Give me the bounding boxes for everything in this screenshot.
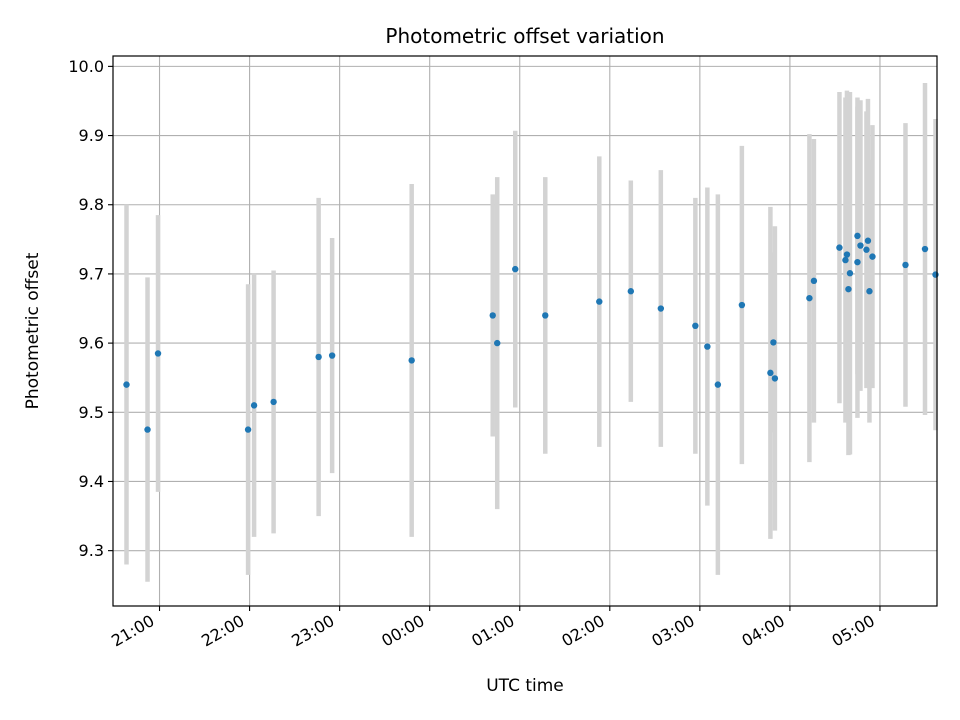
data-point: [244, 426, 252, 433]
y-axis: 9.3 9.4 9.5 9.6 9.7 9.8 9.9 10.0: [68, 57, 113, 560]
data-point: [408, 357, 415, 364]
data-point: [328, 352, 336, 359]
data-point: [771, 375, 779, 382]
data-point: [154, 350, 162, 357]
y-tick-label: 9.9: [79, 126, 104, 145]
data-point: [810, 277, 818, 285]
data-point: [863, 246, 870, 253]
data-point: [846, 270, 854, 277]
data-point: [767, 369, 774, 377]
data-point: [842, 256, 849, 264]
data-point: [806, 294, 813, 302]
data-point: [270, 398, 277, 406]
data-points: [123, 232, 939, 433]
data-point: [714, 381, 722, 388]
data-point: [857, 242, 864, 249]
data-point: [921, 245, 929, 253]
data-point: [489, 312, 496, 319]
data-point: [770, 339, 777, 346]
data-point: [845, 285, 852, 293]
x-axis-label: UTC time: [486, 676, 564, 696]
data-point: [494, 339, 501, 347]
plot-frame: [112, 55, 938, 607]
data-point: [250, 402, 258, 409]
data-point: [315, 353, 322, 361]
y-axis-label: Photometric offset: [23, 252, 43, 409]
data-point: [123, 381, 130, 388]
data-point: [144, 426, 151, 433]
data-point: [704, 343, 711, 350]
y-tick-label: 9.4: [79, 472, 104, 491]
data-point: [738, 301, 746, 309]
data-point: [843, 251, 851, 258]
y-tick-label: 9.7: [79, 264, 104, 283]
data-point: [692, 322, 699, 330]
data-point: [854, 232, 861, 240]
data-point: [657, 305, 665, 312]
data-point: [596, 298, 603, 305]
data-point: [902, 261, 909, 269]
data-point: [864, 237, 872, 244]
y-tick-label: 10.0: [68, 57, 104, 76]
data-point: [836, 244, 843, 251]
grid: [113, 56, 937, 606]
y-tick-label: 9.5: [79, 403, 104, 422]
data-point: [932, 271, 939, 278]
data-point: [869, 253, 876, 260]
data-point: [854, 258, 861, 266]
data-point: [627, 288, 635, 295]
data-point: [866, 288, 873, 295]
y-tick-label: 9.6: [79, 334, 104, 353]
y-tick-label: 9.3: [79, 541, 104, 560]
data-point: [512, 265, 519, 273]
plot-area: [113, 56, 937, 606]
data-point: [542, 312, 549, 319]
y-tick-label: 9.8: [79, 195, 104, 214]
chart-title: Photometric offset variation: [385, 24, 664, 48]
